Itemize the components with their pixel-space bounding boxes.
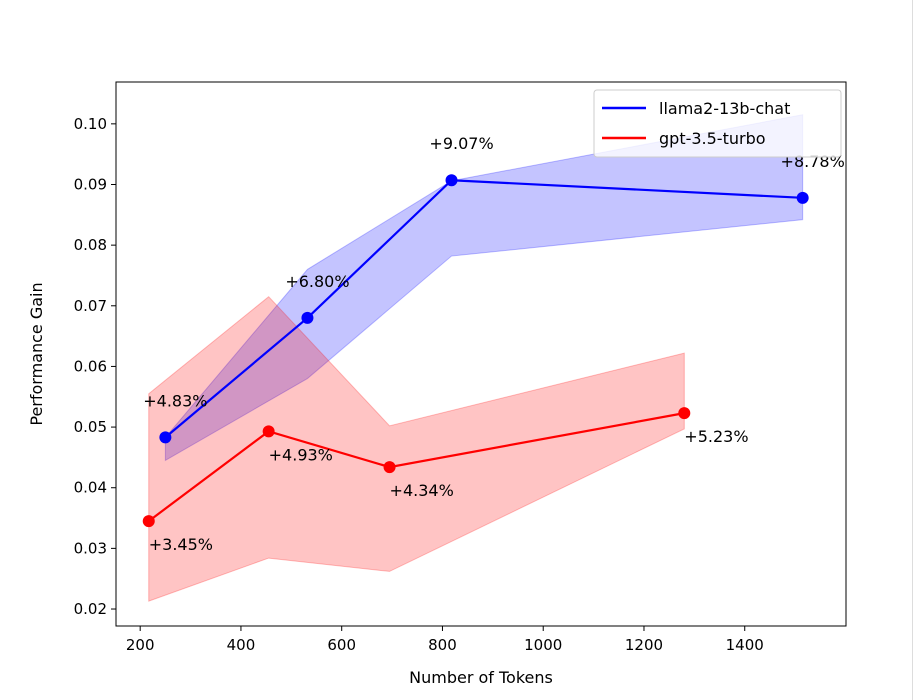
x-tick-label: 1000 bbox=[524, 636, 562, 654]
data-point-llama bbox=[796, 191, 809, 204]
data-point-gpt bbox=[262, 425, 275, 438]
data-label-gpt: +4.34% bbox=[390, 481, 454, 500]
legend: llama2-13b-chat gpt-3.5-turbo bbox=[593, 89, 842, 158]
y-tick-label: 0.05 bbox=[74, 418, 107, 436]
y-tick-label: 0.06 bbox=[74, 357, 107, 375]
confidence-band-gpt bbox=[148, 296, 685, 602]
data-label-gpt: +5.23% bbox=[684, 427, 748, 446]
y-axis-label: Performance Gain bbox=[27, 282, 46, 425]
x-tick-label: 800 bbox=[428, 636, 457, 654]
x-tick-label: 600 bbox=[327, 636, 356, 654]
legend-label-gpt: gpt-3.5-turbo bbox=[659, 129, 766, 148]
data-label-gpt: +4.93% bbox=[269, 445, 333, 464]
x-tick-label: 400 bbox=[227, 636, 256, 654]
data-point-gpt bbox=[142, 515, 155, 528]
data-point-llama bbox=[445, 174, 458, 187]
data-label-llama: +6.80% bbox=[285, 272, 349, 291]
y-tick-label: 0.07 bbox=[74, 297, 107, 315]
y-tick-label: 0.10 bbox=[74, 115, 107, 133]
data-label-llama: +4.83% bbox=[143, 391, 207, 410]
x-tick-label: 1200 bbox=[625, 636, 663, 654]
plot-frame bbox=[115, 81, 847, 627]
data-label-gpt: +3.45% bbox=[149, 535, 213, 554]
confidence-band-llama bbox=[164, 114, 804, 462]
data-point-llama bbox=[301, 311, 314, 324]
y-tick-label: 0.08 bbox=[74, 236, 107, 254]
x-tick-label: 1400 bbox=[726, 636, 764, 654]
data-point-gpt bbox=[678, 407, 691, 420]
y-tick-label: 0.02 bbox=[74, 600, 107, 618]
y-tick-label: 0.09 bbox=[74, 175, 107, 193]
legend-box bbox=[593, 89, 842, 158]
series-line-gpt bbox=[148, 412, 685, 522]
data-point-gpt bbox=[383, 461, 396, 474]
x-tick-label: 200 bbox=[126, 636, 155, 654]
legend-label-llama: llama2-13b-chat bbox=[659, 99, 790, 118]
x-axis-label: Number of Tokens bbox=[409, 668, 553, 687]
y-tick-label: 0.04 bbox=[74, 479, 107, 497]
figure-edge bbox=[912, 0, 913, 700]
data-label-llama: +9.07% bbox=[429, 134, 493, 153]
y-tick-label: 0.03 bbox=[74, 539, 107, 557]
data-point-llama bbox=[159, 431, 172, 444]
series-line-llama bbox=[164, 179, 803, 439]
